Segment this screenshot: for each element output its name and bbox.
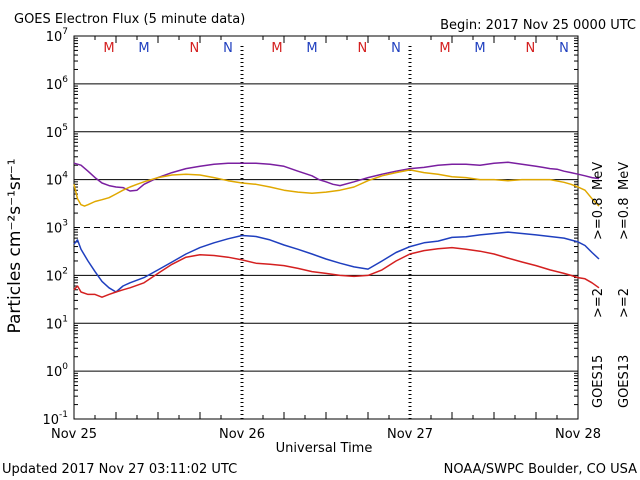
series-line bbox=[73, 246, 600, 298]
local-time-marker: M bbox=[103, 41, 114, 56]
y-tick-label: 104 bbox=[46, 171, 69, 189]
begin-time: Begin: 2017 Nov 25 0000 UTC bbox=[440, 18, 636, 33]
local-time-marker: M bbox=[306, 41, 317, 56]
legend-goes15-ge2: >=2 bbox=[591, 288, 606, 318]
legend-goes15: GOES15 bbox=[591, 355, 606, 408]
y-tick-label: 100 bbox=[46, 362, 69, 380]
local-time-marker: N bbox=[223, 41, 233, 56]
y-tick-label: 102 bbox=[46, 266, 68, 284]
local-time-marker: N bbox=[391, 41, 401, 56]
credit-line: NOAA/SWPC Boulder, CO USA bbox=[444, 462, 637, 477]
local-time-marker: N bbox=[358, 41, 368, 56]
series-line bbox=[73, 231, 600, 293]
legend-goes13-ge2: >=2 bbox=[617, 288, 632, 318]
y-tick-label: 106 bbox=[46, 75, 69, 93]
x-tick-label: Nov 25 bbox=[51, 427, 97, 442]
series-line bbox=[73, 161, 600, 192]
y-tick-label: 105 bbox=[46, 123, 68, 141]
series-line bbox=[73, 169, 600, 207]
local-time-marker: M bbox=[271, 41, 282, 56]
y-tick-label: 101 bbox=[46, 314, 68, 332]
chart-title: GOES Electron Flux (5 minute data) bbox=[14, 12, 245, 27]
legend-goes15-ge08: >=0.8 bbox=[591, 198, 606, 240]
local-time-marker: N bbox=[559, 41, 569, 56]
x-tick-label: Nov 28 bbox=[555, 427, 601, 442]
local-time-marker: M bbox=[439, 41, 450, 56]
x-tick-label: Nov 27 bbox=[387, 427, 433, 442]
local-time-marker: M bbox=[474, 41, 485, 56]
y-tick-label: 107 bbox=[46, 27, 68, 45]
day-dividers bbox=[240, 46, 412, 419]
legend: GOES15 GOES13 >=2 >=2 >=0.8 >=0.8 MeV MeV bbox=[591, 162, 632, 408]
y-tick-label: 10-1 bbox=[42, 410, 68, 428]
legend-goes13-ge08: >=0.8 bbox=[617, 198, 632, 240]
updated-timestamp: Updated 2017 Nov 27 03:11:02 UTC bbox=[2, 462, 237, 477]
legend-unit-mev: MeV bbox=[591, 162, 606, 190]
x-axis-tick-labels: Nov 25 Nov 26 Nov 27 Nov 28 bbox=[51, 427, 601, 442]
legend-goes13: GOES13 bbox=[617, 355, 632, 408]
local-time-marker: N bbox=[526, 41, 536, 56]
local-time-marker: N bbox=[190, 41, 200, 56]
local-time-marker: M bbox=[138, 41, 149, 56]
series-lines bbox=[73, 161, 600, 298]
x-tick-label: Nov 26 bbox=[219, 427, 265, 442]
legend-unit-mev: MeV bbox=[617, 162, 632, 190]
y-axis-tick-labels: 10-1 100 101 102 103 104 105 106 107 bbox=[42, 27, 68, 428]
x-axis-label: Universal Time bbox=[276, 441, 373, 456]
grid-lines bbox=[74, 36, 578, 419]
y-tick-label: 103 bbox=[46, 219, 68, 237]
y-axis-label: Particles cm⁻²s⁻¹sr⁻¹ bbox=[5, 158, 25, 333]
